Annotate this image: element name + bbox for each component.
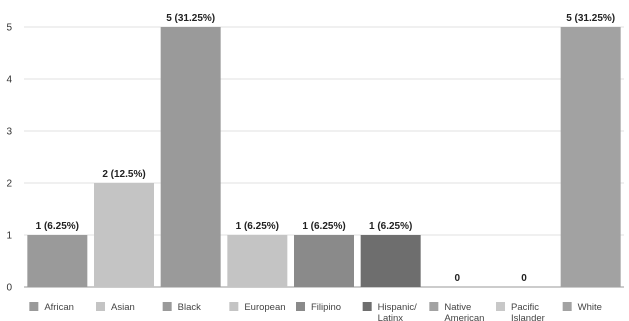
legend-label: Asian [111,302,135,313]
legend-label: Black [178,302,201,313]
legend-label: Native American [444,302,484,321]
bar [27,235,88,287]
legend-swatch [296,302,305,311]
legend-swatch [496,302,505,311]
legend-swatch [429,302,439,311]
bar [227,235,288,287]
data-label: 0 [521,273,527,284]
data-label: 1 (6.25%) [36,221,79,232]
y-tick-label: 4 [6,75,12,86]
legend-swatch [29,302,39,311]
bar [94,183,154,287]
bar [294,235,354,287]
y-axis: 0 1 2 3 4 5 [6,23,12,294]
legend-label: White [578,302,602,313]
data-label: 1 (6.25%) [369,221,412,232]
legend-swatch [162,302,172,311]
data-label: 2 (12.5%) [102,169,145,180]
legend-label: European [244,302,285,313]
data-label: 1 (6.25%) [302,221,345,232]
data-labels: 1 (6.25%) 2 (12.5%) 5 (31.25%) 1 (6.25%) 1 (… [36,13,615,284]
legend-label: Pacific Islander [511,302,545,321]
legend-label: African [44,302,74,313]
y-tick-label: 0 [6,283,12,294]
legend-swatch [96,302,105,311]
legend-swatch [229,302,239,311]
y-tick-label: 5 [6,23,12,34]
legend-swatch [562,302,572,311]
y-tick-label: 2 [6,179,12,190]
legend: African Asian Black European Filipino Hispani… [29,302,602,321]
legend-swatch [362,302,372,311]
data-label: 5 (31.25%) [166,13,215,24]
legend-label: Filipino [311,302,341,313]
data-label: 1 (6.25%) [236,221,279,232]
data-label: 0 [455,273,461,284]
bar [360,235,421,287]
bar [560,27,621,287]
y-tick-label: 3 [6,127,12,138]
y-tick-label: 1 [6,231,12,242]
bar [160,27,221,287]
bars [27,27,621,287]
legend-label: Hispanic/Latinx [378,302,417,321]
data-label: 5 (31.25%) [566,13,615,24]
